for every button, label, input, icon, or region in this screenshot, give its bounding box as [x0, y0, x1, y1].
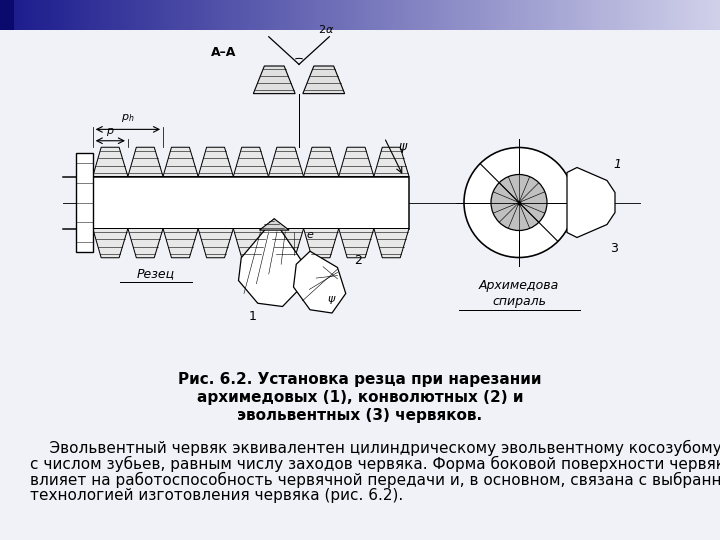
Text: $\psi$: $\psi$ — [398, 141, 408, 155]
Polygon shape — [374, 228, 409, 258]
Polygon shape — [198, 228, 233, 258]
Polygon shape — [198, 147, 233, 177]
Text: 1: 1 — [248, 310, 256, 323]
Polygon shape — [304, 228, 338, 258]
Text: e: e — [307, 230, 313, 240]
Polygon shape — [304, 147, 338, 177]
Polygon shape — [238, 222, 305, 307]
Polygon shape — [567, 167, 615, 238]
Text: $p_h$: $p_h$ — [121, 112, 135, 124]
Polygon shape — [338, 147, 374, 177]
Polygon shape — [233, 147, 269, 177]
Text: 2: 2 — [354, 254, 362, 267]
Circle shape — [491, 174, 547, 231]
Text: Резец: Резец — [137, 267, 175, 280]
Polygon shape — [93, 228, 128, 258]
Text: эвольвентных (3) червяков.: эвольвентных (3) червяков. — [238, 408, 482, 423]
Polygon shape — [128, 147, 163, 177]
Polygon shape — [269, 147, 304, 177]
Polygon shape — [163, 228, 198, 258]
Polygon shape — [128, 228, 163, 258]
Text: 3: 3 — [610, 242, 618, 255]
Polygon shape — [259, 219, 289, 230]
Polygon shape — [338, 228, 374, 258]
Polygon shape — [76, 153, 93, 252]
Polygon shape — [294, 251, 346, 313]
Text: $\psi$: $\psi$ — [328, 294, 337, 306]
Polygon shape — [374, 147, 409, 177]
Text: влияет на работоспособность червячной передачи и, в основном, связана с выбранно: влияет на работоспособность червячной пе… — [30, 472, 720, 488]
Polygon shape — [163, 147, 198, 177]
Text: архимедовых (1), конволютных (2) и: архимедовых (1), конволютных (2) и — [197, 390, 523, 405]
Polygon shape — [233, 228, 269, 258]
Circle shape — [464, 147, 574, 258]
Polygon shape — [253, 66, 295, 93]
Polygon shape — [303, 66, 345, 93]
Text: $2\alpha$: $2\alpha$ — [318, 23, 335, 35]
Text: Рис. 6.2. Установка резца при нарезании: Рис. 6.2. Установка резца при нарезании — [179, 372, 541, 387]
Text: с числом зубьев, равным числу заходов червяка. Форма боковой поверхности червяка: с числом зубьев, равным числу заходов че… — [30, 456, 720, 472]
Text: Архимедова
спираль: Архимедова спираль — [479, 279, 559, 308]
Bar — [93, 177, 409, 228]
Text: Эвольвентный червяк эквивалентен цилиндрическому эвольвентному косозубому колесу: Эвольвентный червяк эквивалентен цилиндр… — [30, 440, 720, 456]
Polygon shape — [269, 228, 304, 258]
Polygon shape — [93, 147, 128, 177]
Text: 1: 1 — [613, 158, 621, 171]
Text: А–А: А–А — [211, 46, 236, 59]
Text: $p$: $p$ — [106, 126, 114, 138]
Text: технологией изготовления червяка (рис. 6.2).: технологией изготовления червяка (рис. 6… — [30, 488, 403, 503]
